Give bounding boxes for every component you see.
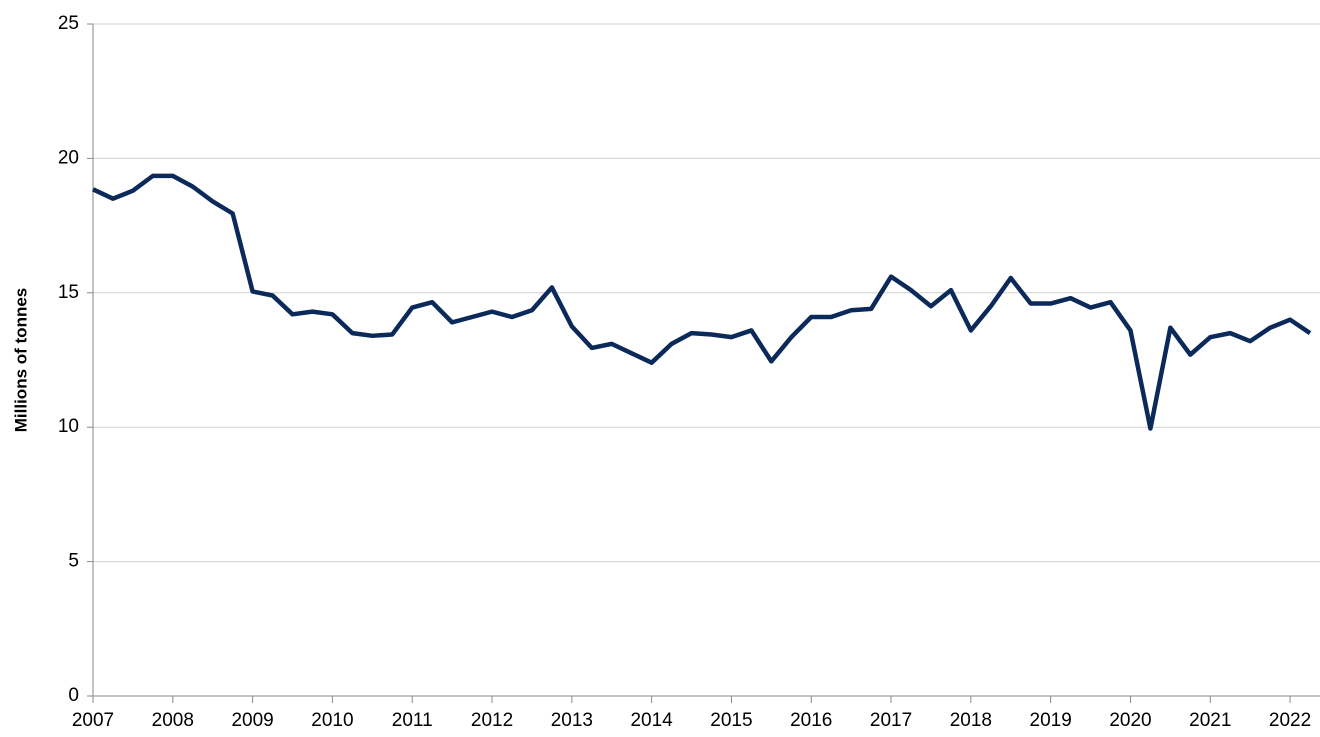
x-tick-label: 2019 bbox=[1030, 710, 1072, 731]
x-tick-label: 2022 bbox=[1269, 710, 1311, 731]
x-tick-label: 2010 bbox=[311, 710, 353, 731]
x-tick-label: 2014 bbox=[630, 710, 673, 731]
y-tick-label: 20 bbox=[58, 147, 79, 168]
x-tick-label: 2008 bbox=[152, 710, 194, 731]
y-tick-label: 15 bbox=[58, 282, 79, 303]
x-tick-label: 2007 bbox=[72, 710, 114, 731]
x-tick-label: 2009 bbox=[231, 710, 273, 731]
y-tick-label: 0 bbox=[68, 685, 79, 706]
x-tick-label: 2011 bbox=[392, 710, 433, 731]
x-tick-label: 2012 bbox=[471, 710, 513, 731]
y-axis-label: Millions of tonnes bbox=[11, 288, 30, 433]
x-tick-label: 2020 bbox=[1109, 710, 1151, 731]
y-tick-label: 10 bbox=[58, 416, 79, 437]
x-tick-label: 2016 bbox=[790, 710, 832, 731]
x-tick-label: 2015 bbox=[710, 710, 752, 731]
x-tick-label: 2018 bbox=[950, 710, 992, 731]
x-tick-label: 2017 bbox=[870, 710, 912, 731]
x-tick-label: 2013 bbox=[551, 710, 593, 731]
y-tick-label: 5 bbox=[68, 551, 79, 572]
line bbox=[92, 173, 1312, 431]
y-tick-label: 25 bbox=[58, 13, 79, 34]
x-tick-label: 2021 bbox=[1189, 710, 1231, 731]
